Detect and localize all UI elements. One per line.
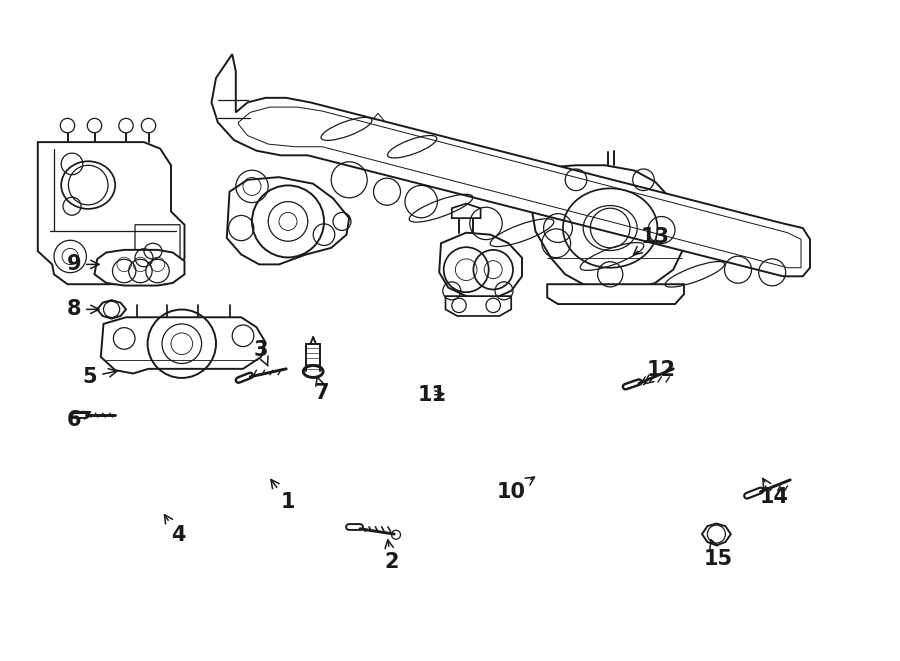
Text: 15: 15: [704, 539, 733, 568]
Text: 7: 7: [315, 377, 329, 403]
Circle shape: [87, 118, 102, 133]
Polygon shape: [531, 165, 682, 290]
Text: 9: 9: [67, 254, 99, 274]
Circle shape: [141, 118, 156, 133]
Text: 4: 4: [165, 515, 185, 545]
Circle shape: [119, 118, 133, 133]
Text: 11: 11: [418, 385, 446, 405]
Polygon shape: [702, 524, 731, 545]
Text: 12: 12: [644, 360, 676, 385]
Polygon shape: [439, 233, 522, 299]
Polygon shape: [452, 204, 481, 218]
Text: 1: 1: [271, 479, 295, 512]
Polygon shape: [212, 54, 810, 276]
Polygon shape: [97, 300, 126, 319]
Polygon shape: [547, 284, 684, 304]
Text: 13: 13: [634, 227, 670, 255]
Text: 14: 14: [760, 479, 788, 507]
Polygon shape: [94, 250, 184, 286]
Text: 3: 3: [254, 340, 268, 366]
Circle shape: [60, 118, 75, 133]
Polygon shape: [38, 142, 184, 284]
Text: 6: 6: [67, 410, 91, 430]
Text: 5: 5: [83, 367, 117, 387]
Polygon shape: [446, 296, 511, 316]
Text: 10: 10: [497, 477, 535, 502]
Polygon shape: [227, 177, 349, 264]
Text: 2: 2: [384, 540, 399, 572]
Polygon shape: [101, 317, 266, 373]
Text: 8: 8: [67, 299, 99, 319]
